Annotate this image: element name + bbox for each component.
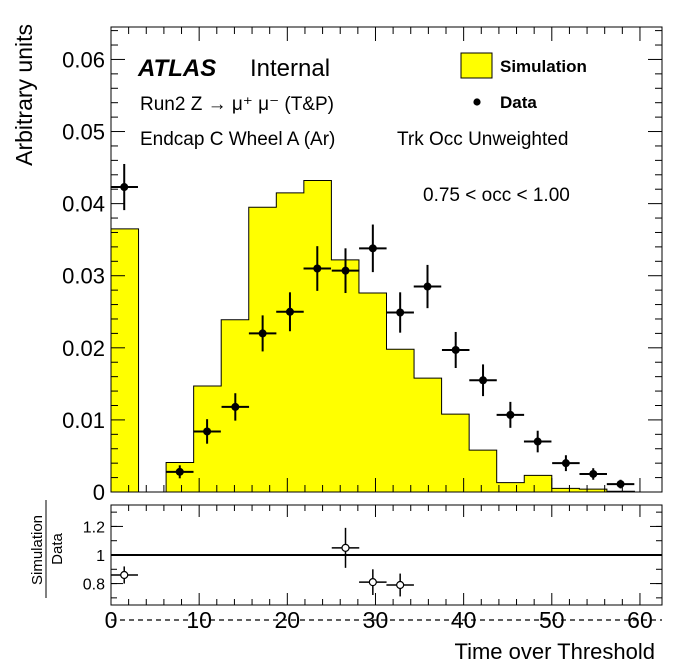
data-marker xyxy=(451,345,460,354)
data-point xyxy=(579,468,607,480)
ratio-point xyxy=(110,566,138,584)
process-label: Run2 Z → μ⁺ μ⁻ (T&P) xyxy=(140,94,334,115)
ratio-points xyxy=(110,527,414,597)
y-tick-label: 0.06 xyxy=(62,47,105,72)
legend-simulation-swatch xyxy=(460,52,493,79)
data-point xyxy=(166,465,194,479)
data-point xyxy=(469,364,497,397)
data-point xyxy=(496,401,525,428)
data-point xyxy=(552,455,580,472)
region-label: Endcap C Wheel A (Ar) xyxy=(140,129,335,150)
ratio-marker xyxy=(396,580,405,590)
ratio-axes: 0.8 1 1.2 0 10 20 30 40 50 60 xyxy=(83,504,663,633)
data-marker xyxy=(341,266,350,275)
ratio-denominator-label: Data xyxy=(49,533,66,565)
ratio-y-tick-label: 1.2 xyxy=(83,519,105,536)
main-frame xyxy=(110,26,663,493)
y-tick-label: 0.04 xyxy=(62,192,105,217)
data-point xyxy=(110,163,138,211)
y-tick-label: 0 xyxy=(93,480,105,505)
data-point xyxy=(276,292,304,332)
data-marker xyxy=(506,410,515,419)
ratio-point xyxy=(331,527,360,568)
data-point xyxy=(386,292,414,333)
data-marker xyxy=(313,264,322,273)
data-marker xyxy=(368,244,377,253)
data-marker xyxy=(203,427,212,436)
data-point xyxy=(359,224,387,273)
occupancy-range-label: 0.75 < occ < 1.00 xyxy=(423,185,570,206)
ratio-numerator-label: Simulation xyxy=(29,515,46,585)
main-axes: 0 0.01 0.02 0.03 0.04 0.05 0.06 xyxy=(62,26,663,505)
data-marker xyxy=(285,307,294,316)
data-marker xyxy=(589,469,598,478)
ratio-y-tick-label: 0.8 xyxy=(83,577,105,594)
ratio-point xyxy=(386,573,414,597)
simulation-histogram xyxy=(110,180,662,493)
legend-data-label: Data xyxy=(500,93,537,112)
y-tick-label: 0.05 xyxy=(62,120,105,145)
data-point xyxy=(221,393,250,421)
legend-simulation-label: Simulation xyxy=(500,57,587,76)
data-point xyxy=(523,430,552,453)
y-tick-label: 0.01 xyxy=(62,408,105,433)
data-point xyxy=(303,246,332,291)
legend-data-marker xyxy=(473,98,481,106)
data-marker xyxy=(423,282,432,291)
data-marker xyxy=(120,183,129,192)
x-tick-label: 20 xyxy=(275,607,301,633)
data-point xyxy=(248,315,277,352)
data-marker xyxy=(479,376,488,385)
y-axis-title: Arbitrary units xyxy=(11,24,37,166)
data-point xyxy=(413,264,442,309)
x-tick-label: 60 xyxy=(627,607,653,633)
data-marker xyxy=(231,402,240,411)
data-marker xyxy=(616,480,625,489)
simulation-outline xyxy=(110,180,662,493)
data-point xyxy=(193,419,221,444)
ratio-marker xyxy=(120,570,129,580)
x-tick-label: 30 xyxy=(363,607,389,633)
data-marker xyxy=(258,329,267,338)
data-point xyxy=(606,479,635,489)
data-points xyxy=(110,163,635,489)
ratio-marker xyxy=(368,578,377,587)
data-point xyxy=(441,331,470,368)
y-tick-label: 0.03 xyxy=(62,264,105,289)
data-marker xyxy=(396,308,405,317)
x-axis-title: Time over Threshold xyxy=(454,639,655,664)
data-marker xyxy=(175,467,184,476)
internal-label: Internal xyxy=(250,55,330,82)
ratio-y-tick-label: 1 xyxy=(96,548,105,565)
x-tick-label: 40 xyxy=(451,607,477,633)
x-tick-label: 0 xyxy=(105,607,118,633)
weighting-label: Trk Occ Unweighted xyxy=(397,129,568,150)
data-marker xyxy=(533,437,542,446)
atlas-label: ATLAS xyxy=(137,55,216,82)
x-tick-label: 50 xyxy=(539,607,565,633)
ratio-marker xyxy=(341,543,350,552)
ratio-point xyxy=(359,569,387,595)
data-marker xyxy=(561,459,570,468)
y-tick-label: 0.02 xyxy=(62,336,105,361)
data-point xyxy=(331,248,360,294)
x-tick-label: 10 xyxy=(186,607,212,633)
